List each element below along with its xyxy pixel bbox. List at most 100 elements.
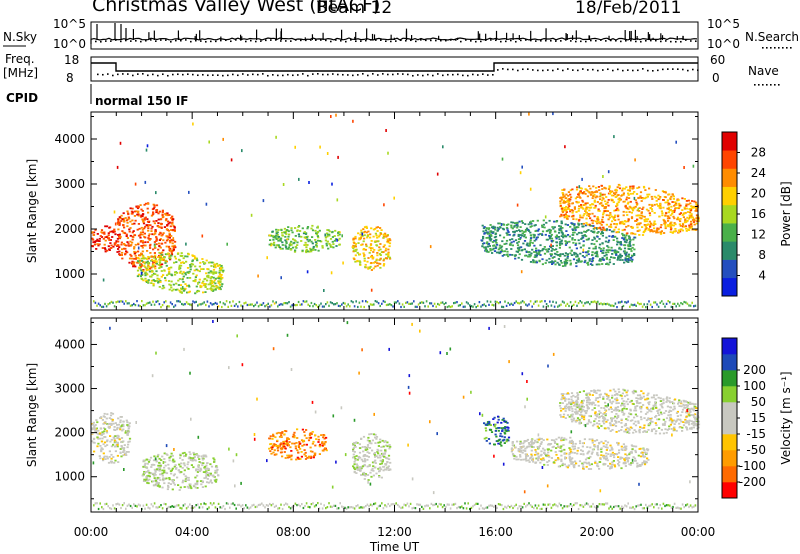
- echo-cell: [142, 254, 145, 257]
- echo-cell: [499, 250, 503, 253]
- echo-cell: [666, 217, 670, 220]
- echo-cell: [388, 242, 392, 245]
- echo-cell: [123, 220, 126, 223]
- echo-cell: [373, 454, 377, 456]
- echo-cell: [690, 220, 693, 223]
- echo-cell: [141, 278, 144, 281]
- echo-cell: [161, 287, 164, 290]
- echo-cell: [515, 458, 518, 461]
- echo-cell: [170, 280, 173, 283]
- echo-cell: [608, 467, 612, 470]
- speckle-cell: [192, 122, 194, 126]
- echo-cell: [309, 247, 312, 250]
- echo-cell: [300, 455, 303, 458]
- nsearch-dot: [505, 40, 507, 43]
- echo-cell: [139, 264, 142, 266]
- echo-cell: [163, 471, 166, 474]
- echo-cell: [571, 211, 574, 214]
- echo-cell: [510, 248, 513, 250]
- echo-cell: [373, 460, 376, 463]
- echo-cell: [113, 428, 116, 431]
- echo-cell: [537, 455, 540, 458]
- echo-cell: [310, 455, 313, 458]
- speckle-cell: [144, 180, 147, 184]
- echo-cell: [151, 233, 154, 236]
- echo-cell: [559, 202, 562, 205]
- echo-cell: [371, 247, 374, 250]
- echo-cell: [618, 222, 622, 225]
- echo-cell: [283, 440, 286, 443]
- echo-cell: [148, 233, 151, 236]
- ground-scatter-cell: [118, 300, 121, 303]
- echo-cell: [689, 211, 692, 214]
- echo-cell: [552, 445, 555, 448]
- echo-cell: [296, 449, 299, 452]
- echo-cell: [281, 231, 284, 234]
- echo-cell: [643, 215, 646, 218]
- echo-cell: [508, 233, 511, 236]
- echo-cell: [150, 227, 153, 230]
- echo-cell: [118, 235, 121, 238]
- nave-dot: [497, 69, 499, 71]
- echo-cell: [613, 228, 616, 231]
- echo-cell: [109, 230, 112, 233]
- nave-dot: [362, 73, 364, 75]
- ground-scatter-cell: [286, 302, 289, 305]
- echo-cell: [541, 263, 544, 266]
- speckle-cell: [330, 115, 332, 118]
- echo-cell: [643, 220, 646, 223]
- speckle-cell: [266, 256, 268, 260]
- echo-cell: [207, 283, 210, 286]
- echo-cell: [142, 269, 145, 271]
- echo-cell: [548, 228, 551, 231]
- ground-scatter-cell: [142, 304, 145, 307]
- echo-cell: [537, 249, 540, 252]
- nsearch-dot: [255, 40, 257, 43]
- echo-cell: [568, 235, 571, 238]
- echo-cell: [662, 206, 665, 209]
- echo-cell: [199, 284, 202, 287]
- echo-cell: [622, 238, 625, 241]
- echo-cell: [530, 222, 533, 225]
- echo-cell: [194, 280, 197, 283]
- echo-cell: [332, 243, 335, 245]
- echo-cell: [583, 230, 586, 233]
- echo-cell: [174, 257, 177, 260]
- echo-cell: [99, 416, 103, 418]
- echo-cell: [179, 465, 182, 468]
- echo-cell: [182, 257, 185, 260]
- echo-cell: [650, 230, 654, 232]
- echo-cell: [221, 266, 224, 269]
- echo-cell: [218, 277, 221, 280]
- ground-scatter-cell: [481, 304, 484, 307]
- echo-cell: [633, 253, 636, 255]
- speckle-cell: [578, 185, 581, 189]
- echo-cell: [539, 244, 542, 247]
- echo-cell: [573, 452, 576, 454]
- echo-cell: [273, 241, 276, 244]
- ground-scatter-cell: [177, 300, 180, 303]
- echo-cell: [290, 227, 293, 229]
- echo-cell: [366, 474, 370, 476]
- echo-cell: [609, 223, 613, 226]
- echo-cell: [625, 206, 628, 209]
- echo-cell: [558, 263, 561, 266]
- echo-cell: [283, 451, 286, 453]
- echo-cell: [372, 469, 375, 472]
- echo-cell: [502, 227, 505, 230]
- echo-cell: [300, 451, 303, 453]
- cpid-label: CPID: [6, 91, 38, 105]
- echo-cell: [157, 281, 160, 284]
- echo-cell: [519, 234, 522, 236]
- echo-cell: [582, 222, 585, 225]
- nsearch-dot: [640, 40, 642, 43]
- echo-cell: [98, 455, 101, 457]
- echo-cell: [288, 456, 291, 459]
- echo-cell: [351, 246, 354, 248]
- echo-cell: [158, 261, 161, 263]
- echo-cell: [152, 459, 156, 462]
- echo-cell: [503, 438, 506, 441]
- echo-cell: [155, 262, 158, 265]
- ground-scatter-cell: [96, 304, 98, 307]
- echo-cell: [366, 465, 369, 468]
